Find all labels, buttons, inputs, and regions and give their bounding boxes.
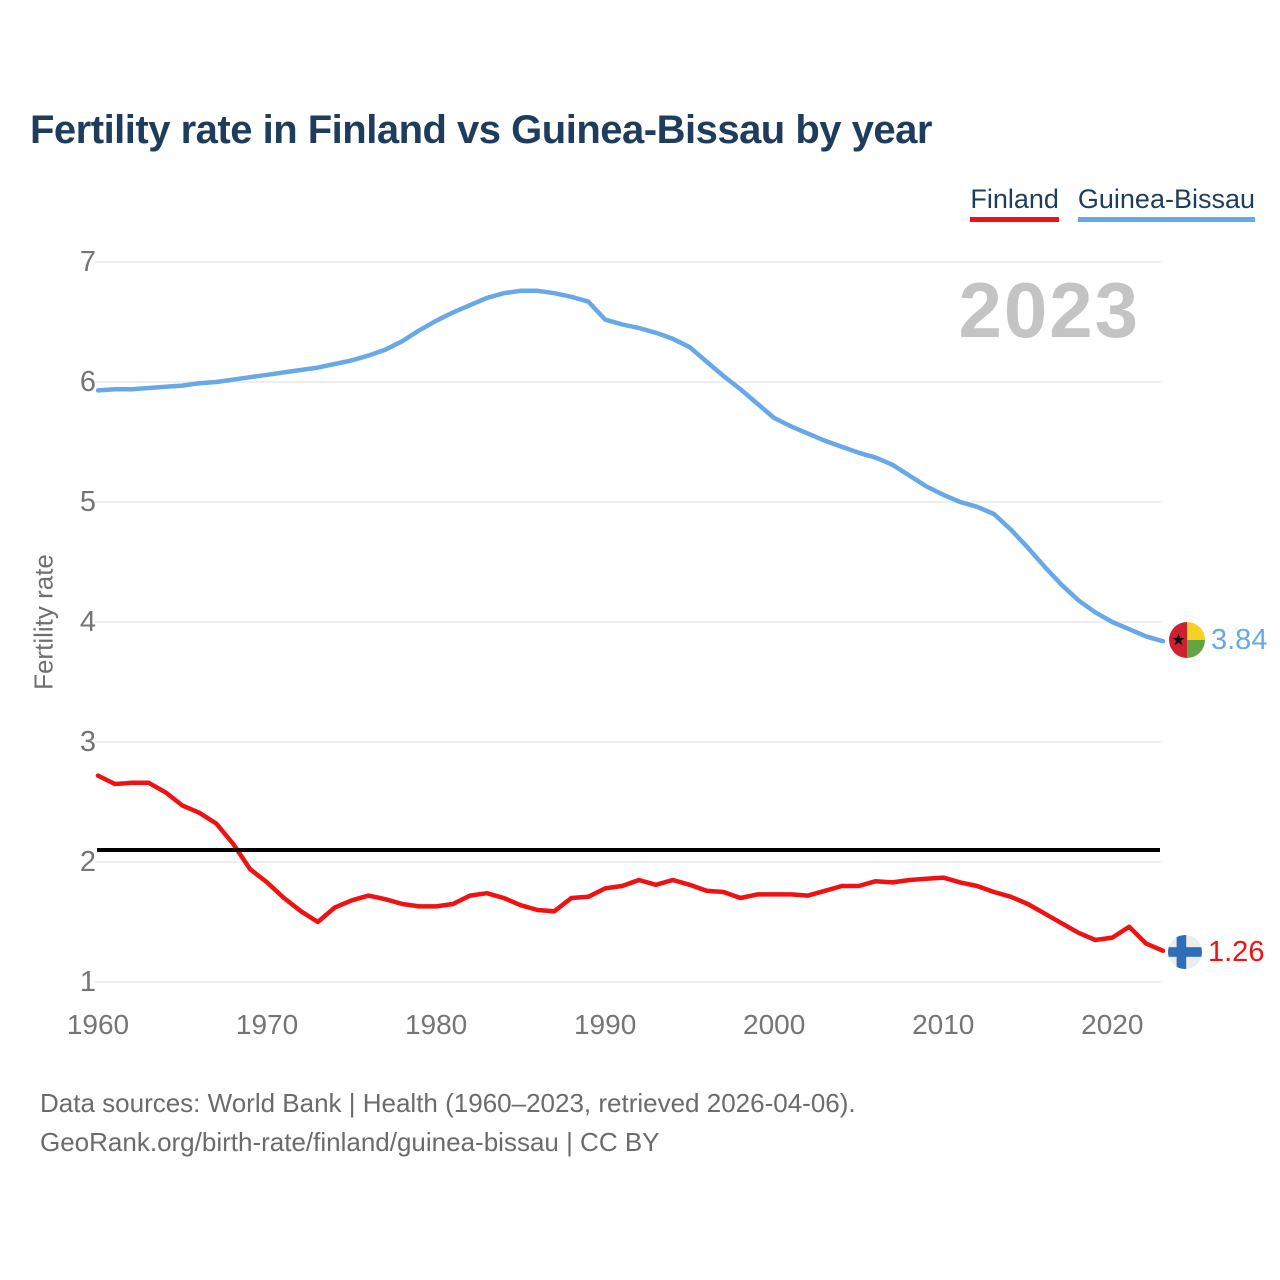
legend-underline-guinea-bissau — [1077, 217, 1255, 222]
legend-label-guinea-bissau[interactable]: Guinea-Bissau — [1077, 184, 1255, 214]
y-tick-label: 5 — [79, 486, 96, 518]
x-tick-label: 1980 — [404, 1009, 468, 1040]
x-tick-label: 2010 — [912, 1009, 975, 1040]
x-tick-label: 2020 — [1081, 1009, 1144, 1040]
y-axis-title: Fertility rate — [28, 554, 59, 690]
y-tick-label: 3 — [79, 726, 96, 758]
page-title: Fertility rate in Finland vs Guinea-Biss… — [30, 108, 932, 152]
y-tick-label: 6 — [79, 366, 96, 398]
y-tick-label: 2 — [79, 846, 96, 878]
y-tick-label: 7 — [79, 246, 96, 278]
x-tick-label: 2000 — [743, 1009, 806, 1040]
x-tick-label: 1990 — [573, 1009, 637, 1040]
year-watermark: 2023 — [958, 266, 1140, 354]
source-attribution: Data sources: World Bank | Health (1960–… — [40, 1084, 856, 1162]
guinea-bissau-flag-icon — [1169, 622, 1205, 658]
legend-label-finland[interactable]: Finland — [970, 184, 1059, 214]
series-line-finland — [95, 773, 1166, 954]
source-line-1: Data sources: World Bank | Health (1960–… — [40, 1088, 856, 1118]
legend-underline-finland — [970, 217, 1059, 222]
legend-item-guinea-bissau[interactable]: Guinea-Bissau — [1077, 184, 1255, 222]
guinea-bissau-value-label: 3.84 — [1211, 624, 1268, 656]
series-line-guinea-bissau — [95, 288, 1166, 644]
x-tick-label: 1960 — [66, 1009, 130, 1040]
y-tick-label: 1 — [79, 966, 96, 998]
legend: Finland Guinea-Bissau — [970, 186, 1255, 222]
y-tick-label: 4 — [79, 606, 96, 638]
finland-value-label: 1.26 — [1208, 936, 1265, 968]
finland-flag-icon — [1168, 935, 1202, 969]
x-tick-label: 1970 — [235, 1009, 299, 1040]
legend-item-finland[interactable]: Finland — [970, 186, 1059, 222]
source-line-2: GeoRank.org/birth-rate/finland/guinea-bi… — [40, 1127, 660, 1157]
